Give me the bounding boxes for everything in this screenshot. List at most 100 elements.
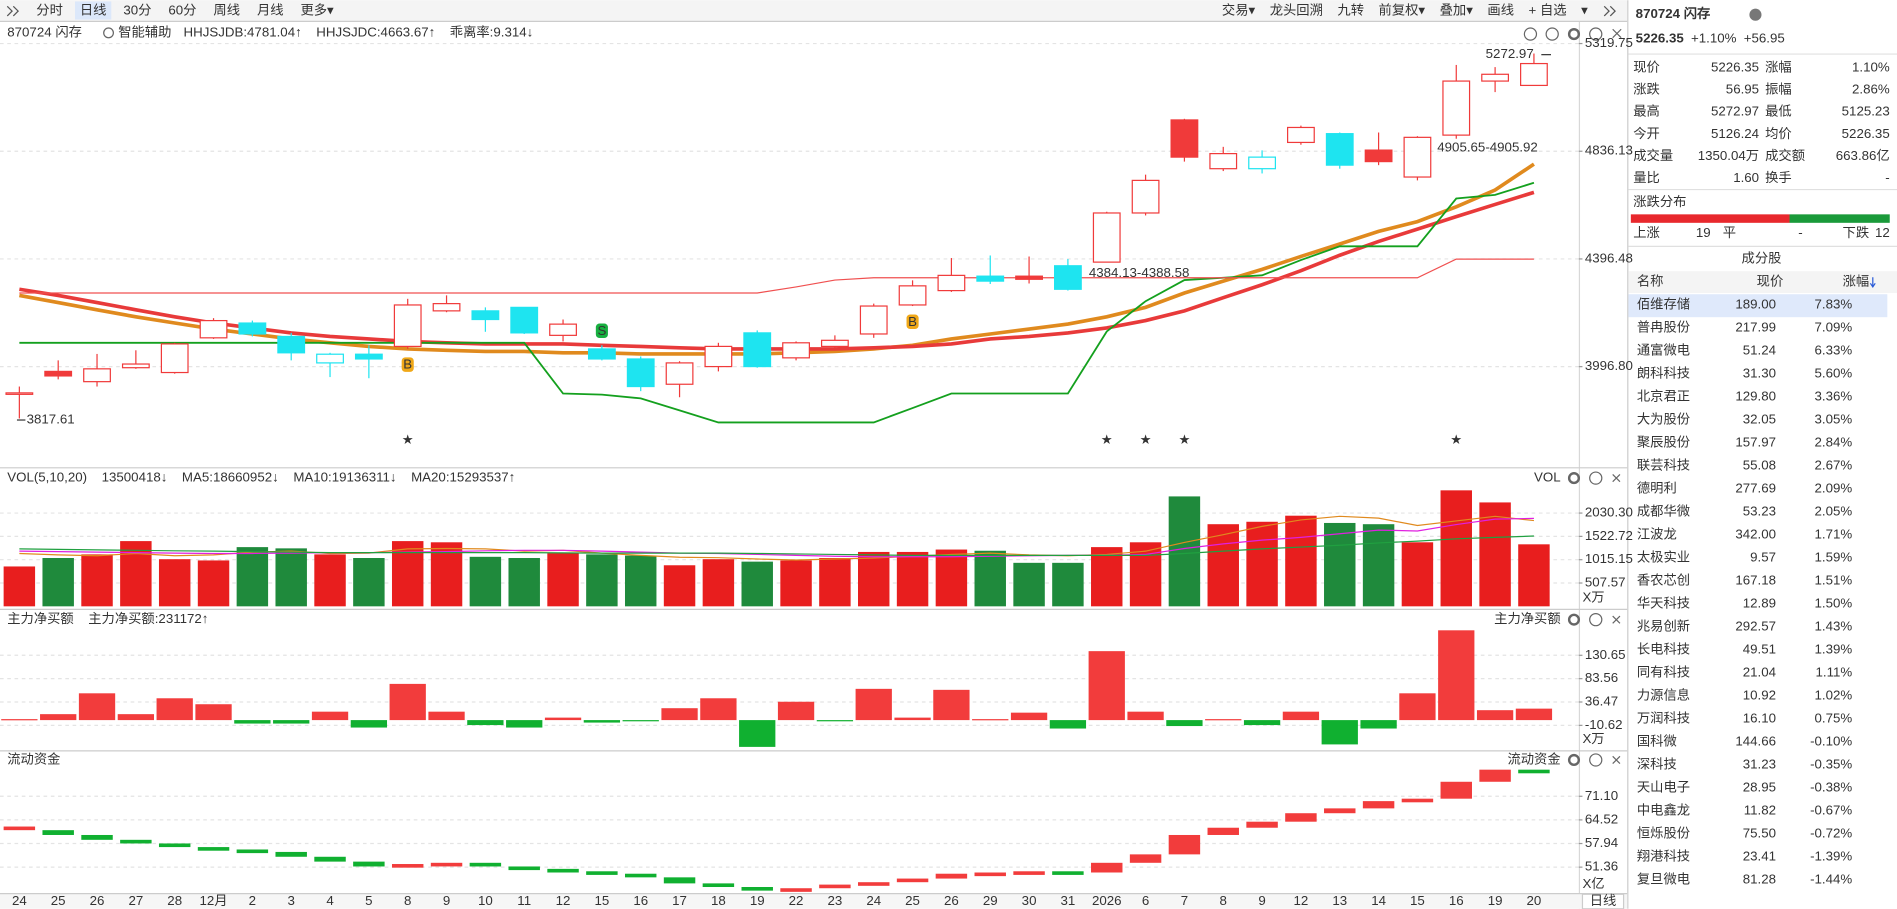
pane-close[interactable] [1612,474,1621,483]
toolbar-button[interactable]: 前复权▾ [1379,2,1426,18]
stock-name-cell[interactable]: 兆易创新 [1637,618,1690,633]
stock-name-cell[interactable]: 翔港科技 [1637,848,1690,863]
net-buy-bar [622,720,659,722]
pane-close[interactable] [1612,615,1621,624]
stock-name-cell[interactable]: 朗科科技 [1637,366,1690,381]
zoom-out[interactable] [1545,27,1559,41]
toolbar-button[interactable]: + 自选 [1529,3,1567,18]
x-tick-label: 24 [866,893,881,908]
candle-body [1520,62,1548,87]
stock-name-cell[interactable]: 联芸科技 [1637,458,1690,473]
toolbar-button[interactable]: 日线 [80,3,107,18]
liquidity-bar [780,888,812,892]
stock-name-cell[interactable]: 江波龙 [1637,526,1677,541]
stock-name-cell[interactable]: 复旦微电 [1637,871,1690,886]
toolbar-button[interactable]: 更多▾ [300,2,334,18]
toolbar-button[interactable]: 周线 [213,3,240,18]
candle-body [859,305,888,335]
toolbar-button[interactable]: 九转 [1337,3,1364,18]
volume-bar [1362,524,1395,607]
price-cell: 129.80 [1735,389,1776,404]
liquidity-bar [1479,769,1511,782]
net-buy-bar [467,720,504,726]
toolbar-button[interactable]: ▾ [1581,3,1588,18]
stock-name-cell[interactable]: 长电科技 [1637,641,1690,656]
stock-name-cell[interactable]: 深科技 [1637,756,1677,771]
settings[interactable] [1567,28,1581,41]
toolbar-button[interactable]: 龙头回溯 [1270,3,1323,18]
collapse-icon[interactable] [6,5,20,17]
volume-bar [547,553,579,607]
volume-bar [3,566,36,607]
stock-name-cell[interactable]: 万润科技 [1637,710,1690,725]
pane-help[interactable] [1589,471,1603,485]
close[interactable] [1612,28,1622,39]
stock-name-cell[interactable]: 通富微电 [1637,342,1690,358]
stock-name-cell[interactable]: 聚辰股份 [1637,435,1690,450]
stock-name-cell[interactable]: 华天科技 [1637,595,1690,610]
candle-body [1170,119,1199,158]
pane-label: 主力净买额 [1494,611,1560,626]
pane-close[interactable] [1612,755,1621,765]
column-header: 现价 [1757,274,1784,289]
zoom-in[interactable] [1523,27,1538,41]
change-cell: 1.39% [1815,641,1853,656]
expand-icon[interactable] [1603,5,1616,17]
stock-name-cell[interactable]: 大为股份 [1637,412,1690,427]
stock-name-cell[interactable]: 同有科技 [1637,664,1690,679]
stock-name-cell[interactable]: 普冉股份 [1637,320,1690,335]
toolbar-button[interactable]: 月线 [257,3,284,18]
pane-help[interactable] [1589,753,1603,767]
unit-label: X万 [1582,589,1604,604]
candle-body [510,306,539,334]
field-value: 1350.04万 [1698,148,1759,163]
net-buy-bar [234,720,271,724]
stock-name-cell[interactable]: 太极实业 [1637,549,1690,564]
pane-settings[interactable] [1567,613,1581,626]
chart-controls [1523,27,1622,41]
stock-name-cell[interactable]: 国科微 [1637,733,1677,748]
liquidity-bar [353,861,385,867]
legend-item: 主力净买额:231172↑ [88,611,208,626]
stock-name-cell[interactable]: 中电鑫龙 [1637,801,1690,817]
stock-name-cell[interactable]: 佰维存储 [1637,297,1690,312]
legend-item: HHJSJDB:4781.04↑ [184,24,302,39]
field-value: - [1885,170,1889,185]
toolbar-button[interactable]: 画线 [1487,3,1514,18]
toolbar-button[interactable]: 60分 [168,3,196,18]
stock-name-cell[interactable]: 力源信息 [1637,686,1690,702]
stock-name-cell[interactable]: 成都华微 [1637,503,1690,518]
stock-name-cell[interactable]: 天山电子 [1637,779,1690,794]
period-label: 日线 [1590,893,1617,908]
toolbar-button[interactable]: 交易▾ [1222,2,1256,18]
candle-body [1403,136,1432,178]
volume-bar [780,560,812,607]
x-tick-label: 18 [711,893,726,908]
info-icon[interactable] [1749,8,1762,21]
net-buy-bar [1010,712,1048,721]
help[interactable] [1589,27,1603,41]
price-cell: 49.51 [1743,641,1776,656]
change-cell: -1.39% [1810,848,1852,863]
candle-body [5,392,34,395]
pane-settings[interactable] [1567,753,1581,767]
column-header: 名称 [1637,274,1664,289]
x-tick-label: 9 [443,893,450,908]
legend-item: 乖离率:9.314↓ [450,23,534,39]
toolbar-button[interactable]: 分时 [36,3,63,18]
toolbar-button[interactable]: 30分 [123,3,151,18]
signal-badge [401,357,414,372]
stock-name-cell[interactable]: 香农芯创 [1637,572,1690,587]
pane-help[interactable] [1589,612,1603,627]
pane-settings[interactable] [1567,472,1581,485]
column-header[interactable]: 涨幅 [1843,274,1870,289]
price-cell: 21.04 [1743,664,1776,679]
liquidity-bar [741,887,773,891]
signal-label: B [908,314,917,329]
stock-name-cell[interactable]: 德明利 [1637,480,1677,495]
stock-name-cell[interactable]: 北京君正 [1637,389,1690,404]
net-buy-bar [816,720,854,722]
stock-name-cell[interactable]: 恒烁股份 [1637,825,1690,840]
volume-bar [1246,521,1278,607]
toolbar-button[interactable]: 叠加▾ [1440,3,1474,18]
